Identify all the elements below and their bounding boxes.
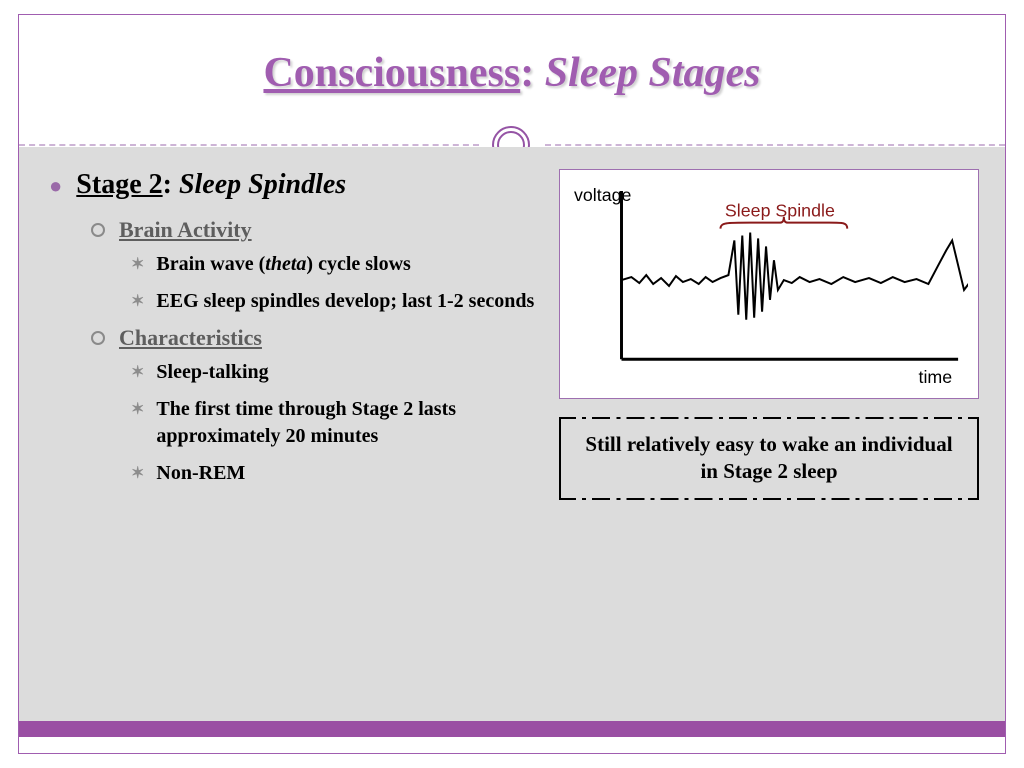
- slide-frame: Consciousness: Sleep Stages ● Stage 2: S…: [18, 14, 1006, 754]
- bullet-lvl2: Characteristics: [91, 325, 539, 351]
- bullet-dot-icon: ●: [49, 169, 62, 203]
- lvl3-text: Brain wave (theta) cycle slows: [156, 251, 410, 278]
- figure-column: voltage Sleep Spindle time: [559, 169, 979, 500]
- hollow-circle-icon: [91, 331, 105, 345]
- bullet-lvl1: ● Stage 2: Sleep Spindles: [49, 169, 539, 203]
- chart-xlabel: time: [919, 367, 953, 387]
- bullet-lvl3: ✶ Non-REM: [131, 460, 539, 487]
- star-icon: ✶: [131, 291, 144, 313]
- star-icon: ✶: [131, 399, 144, 421]
- callout-box: Still relatively easy to wake an individ…: [559, 417, 979, 500]
- bullet-lvl3: ✶ Sleep-talking: [131, 359, 539, 386]
- star-icon: ✶: [131, 362, 144, 384]
- bullet-lvl3: ✶ Brain wave (theta) cycle slows: [131, 251, 539, 278]
- bullet-lvl3: ✶ EEG sleep spindles develop; last 1-2 s…: [131, 288, 539, 315]
- divider-right: [545, 144, 1005, 146]
- divider-left: [19, 144, 479, 146]
- title-part1: Consciousness: [263, 50, 520, 96]
- title-part2: Sleep Stages: [545, 50, 761, 96]
- title-sep: :: [520, 50, 545, 96]
- header: Consciousness: Sleep Stages: [19, 15, 1005, 145]
- slide-title: Consciousness: Sleep Stages: [19, 49, 1005, 97]
- eeg-chart: voltage Sleep Spindle time: [559, 169, 979, 399]
- text-column: ● Stage 2: Sleep Spindles Brain Activity…: [49, 169, 539, 500]
- content-row: ● Stage 2: Sleep Spindles Brain Activity…: [49, 169, 975, 500]
- callout-text: Still relatively easy to wake an individ…: [585, 432, 952, 483]
- eeg-svg: voltage Sleep Spindle time: [572, 180, 968, 390]
- bullet-lvl3: ✶ The first time through Stage 2 lasts a…: [131, 396, 539, 450]
- lvl1-underline: Stage 2: [76, 169, 162, 200]
- eeg-waveform: [622, 233, 969, 320]
- lvl3-text: The first time through Stage 2 lasts app…: [156, 396, 539, 450]
- star-icon: ✶: [131, 254, 144, 276]
- lvl3-text: EEG sleep spindles develop; last 1-2 sec…: [156, 288, 534, 315]
- chart-annotation: Sleep Spindle: [725, 201, 835, 221]
- lvl3-text: Non-REM: [156, 460, 245, 487]
- lvl1-italic: Sleep Spindles: [179, 169, 346, 200]
- bullet-lvl2: Brain Activity: [91, 217, 539, 243]
- lvl1-text: Stage 2: Sleep Spindles: [76, 169, 346, 201]
- body: ● Stage 2: Sleep Spindles Brain Activity…: [19, 147, 1005, 737]
- lvl3-text: Sleep-talking: [156, 359, 268, 386]
- lvl2-heading: Brain Activity: [119, 217, 252, 243]
- hollow-circle-icon: [91, 223, 105, 237]
- lvl1-sep: :: [163, 169, 179, 200]
- star-icon: ✶: [131, 463, 144, 485]
- bottom-accent-bar: [19, 721, 1005, 737]
- lvl2-heading: Characteristics: [119, 325, 262, 351]
